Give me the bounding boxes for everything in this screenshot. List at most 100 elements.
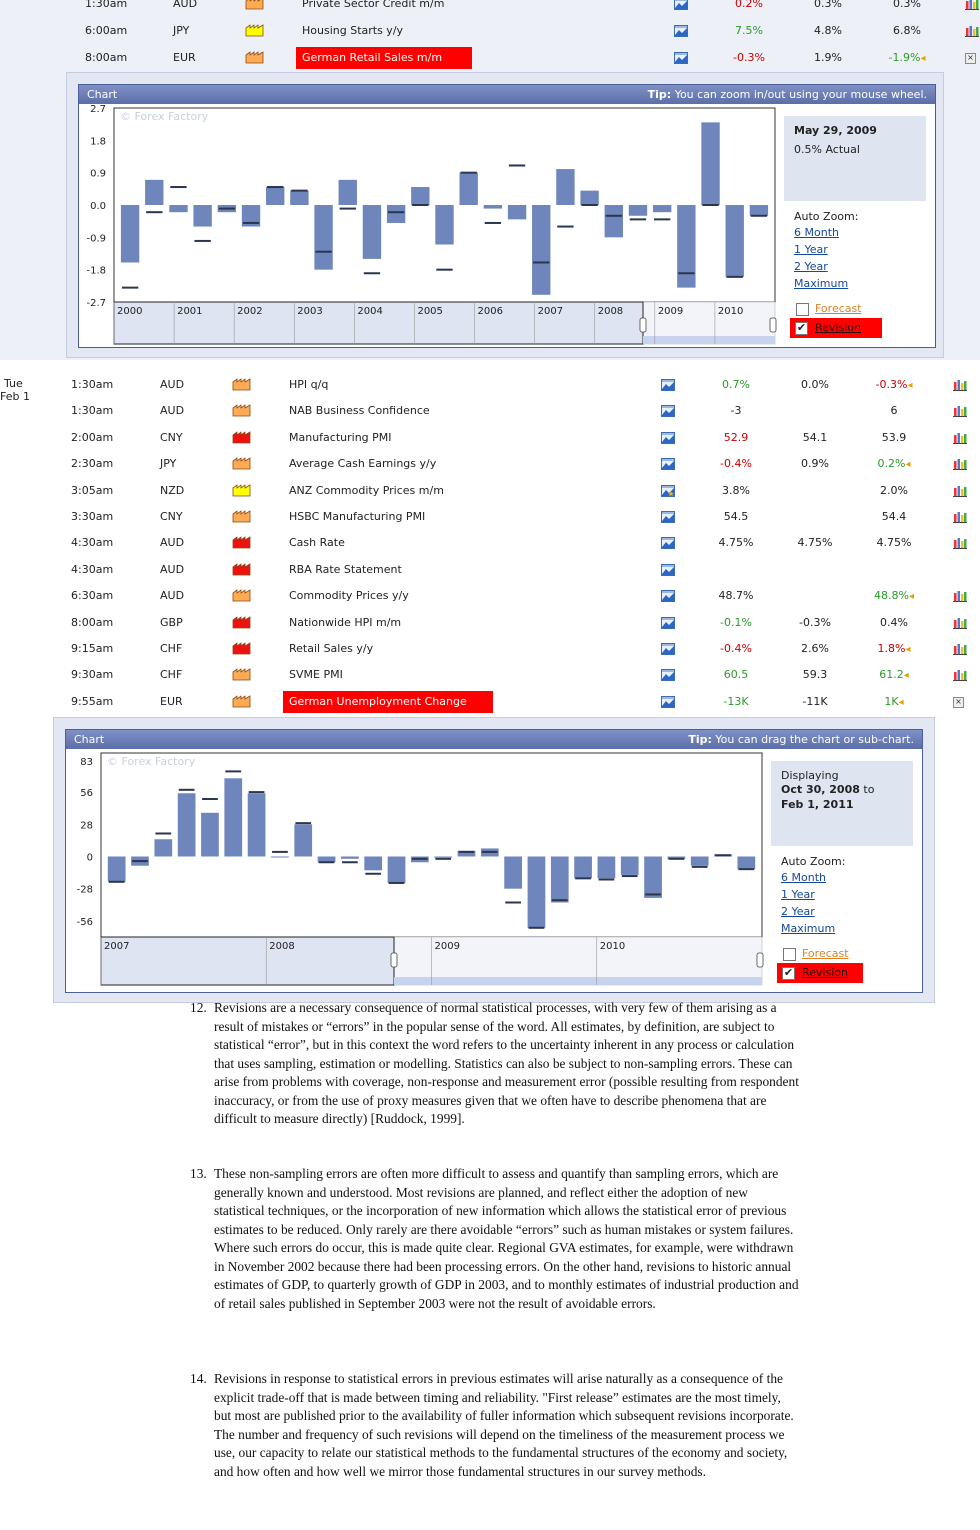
- chart-toggle-icon[interactable]: [953, 485, 967, 497]
- bar[interactable]: [435, 205, 454, 245]
- navigator-handle[interactable]: [756, 952, 764, 968]
- bar[interactable]: [532, 205, 551, 295]
- chart1-revision-checkbox[interactable]: ✔: [795, 321, 808, 335]
- bar[interactable]: [652, 205, 672, 213]
- bar[interactable]: [294, 824, 313, 857]
- chart1-forecast-checkbox[interactable]: [796, 303, 809, 316]
- navigator-handle[interactable]: [769, 317, 777, 333]
- event-details-icon[interactable]: [661, 379, 675, 391]
- bar[interactable]: [241, 205, 261, 227]
- event-details-icon[interactable]: [661, 484, 675, 497]
- chart-toggle-icon[interactable]: [953, 617, 967, 629]
- bar[interactable]: [364, 856, 383, 871]
- bar[interactable]: [386, 205, 406, 223]
- bar[interactable]: [604, 205, 623, 238]
- chart-toggle-icon[interactable]: [965, 0, 979, 10]
- bar[interactable]: [550, 856, 569, 903]
- bar[interactable]: [749, 205, 769, 216]
- chart-toggle-icon[interactable]: [953, 590, 967, 603]
- event-title[interactable]: German Unemployment Change: [283, 690, 493, 713]
- event-details-icon[interactable]: [674, 0, 688, 10]
- bar[interactable]: [341, 856, 359, 859]
- chart1-zoom-2year[interactable]: 2 Year: [794, 260, 828, 273]
- bar[interactable]: [507, 205, 527, 220]
- chart-toggle-icon[interactable]: [953, 458, 967, 471]
- calendar-row[interactable]: 3:05am NZD ANZ Commodity Prices m/m 3.8% 2.0…: [0, 480, 980, 506]
- event-title[interactable]: Housing Starts y/y: [302, 24, 404, 37]
- event-title[interactable]: Nationwide HPI m/m: [289, 615, 402, 629]
- bar[interactable]: [201, 812, 219, 857]
- event-details-icon[interactable]: [661, 616, 675, 629]
- calendar-row[interactable]: 2:00am CNY Manufacturing PMI 52.9 54.1 53.9: [0, 427, 980, 453]
- chart1-zoom-1year[interactable]: 1 Year: [794, 243, 828, 256]
- calendar-row[interactable]: 2:30am JPY Average Cash Earnings y/y -0.4% 0…: [0, 453, 980, 479]
- event-details-icon[interactable]: [674, 25, 688, 37]
- bar[interactable]: [290, 190, 309, 205]
- bar[interactable]: [690, 856, 709, 866]
- bar[interactable]: [145, 179, 164, 205]
- revision-marker-icon[interactable]: ◂: [905, 644, 911, 655]
- chart-toggle-icon[interactable]: [953, 379, 967, 391]
- bar[interactable]: [677, 205, 696, 288]
- event-details-icon[interactable]: [661, 643, 675, 655]
- revision-marker-icon[interactable]: ◂: [903, 670, 909, 682]
- event-title[interactable]: RBA Rate Statement: [289, 562, 402, 576]
- chart-toggle-icon[interactable]: [953, 537, 967, 550]
- bar[interactable]: [271, 856, 289, 858]
- bar[interactable]: [169, 205, 188, 213]
- bar[interactable]: [193, 205, 212, 227]
- chart-toggle-icon[interactable]: [953, 432, 967, 444]
- chart1-plot[interactable]: © Forex Factory 2.7 1.8 0.9 0.0 -0.9 -1.8 -2.7 2…: [79, 104, 779, 347]
- event-details-icon[interactable]: [661, 669, 675, 682]
- calendar-row[interactable]: 6:30am AUD Commodity Prices y/y 48.7% 48.8%◂: [0, 585, 980, 611]
- chart-toggle-icon[interactable]: [953, 511, 967, 523]
- event-title[interactable]: NAB Business Confidence: [289, 404, 430, 418]
- event-title[interactable]: HPI q/q: [289, 378, 329, 391]
- bar[interactable]: [434, 856, 453, 858]
- bar[interactable]: [620, 856, 639, 875]
- chart-toggle-icon[interactable]: [965, 25, 979, 37]
- bar[interactable]: [725, 205, 744, 277]
- calendar-row[interactable]: 9:55am EUR German Unemployment Change -13K -…: [0, 690, 980, 717]
- chart2-zoom-2year[interactable]: 2 Year: [781, 905, 815, 918]
- bar[interactable]: [411, 187, 430, 205]
- calendar-row[interactable]: 1:30am AUD HPI q/q 0.7% 0.0% -0.3%◂: [0, 374, 980, 400]
- event-details-icon[interactable]: [661, 537, 675, 550]
- event-title[interactable]: HSBC Manufacturing PMI: [289, 510, 426, 523]
- navigator-handle[interactable]: [639, 317, 647, 333]
- event-title[interactable]: ANZ Commodity Prices m/m: [289, 483, 444, 497]
- revision-marker-icon[interactable]: ◂: [905, 459, 911, 471]
- bar[interactable]: [527, 856, 546, 928]
- revision-marker-icon[interactable]: ◂: [898, 696, 904, 708]
- bar[interactable]: [483, 205, 503, 209]
- bar[interactable]: [459, 172, 478, 205]
- event-title[interactable]: German Retail Sales m/m: [296, 47, 472, 69]
- bar[interactable]: [701, 122, 720, 205]
- bar[interactable]: [362, 205, 382, 259]
- bar[interactable]: [556, 169, 575, 205]
- revision-marker-icon[interactable]: ◂: [908, 591, 914, 603]
- bar[interactable]: [314, 205, 333, 270]
- event-title[interactable]: SVME PMI: [289, 668, 343, 682]
- bar[interactable]: [120, 205, 140, 263]
- calendar-row[interactable]: 9:30am CHF SVME PMI 60.5 59.3 61.2◂: [0, 664, 980, 690]
- event-details-icon[interactable]: [661, 590, 675, 603]
- chart-toggle-icon[interactable]: [953, 405, 967, 418]
- event-title[interactable]: Average Cash Earnings y/y: [289, 457, 437, 471]
- bar[interactable]: [580, 190, 599, 205]
- calendar-row[interactable]: 8:00am GBP Nationwide HPI m/m -0.1% -0.3% 0.4…: [0, 612, 980, 638]
- event-details-icon[interactable]: [674, 52, 688, 64]
- calendar-row[interactable]: 4:30am AUD RBA Rate Statement: [0, 559, 980, 585]
- bar[interactable]: [628, 205, 648, 216]
- bar[interactable]: [737, 856, 756, 870]
- bar[interactable]: [338, 179, 357, 205]
- navigator-scrollbar[interactable]: [394, 977, 762, 985]
- navigator-scrollbar[interactable]: [643, 336, 775, 344]
- event-title[interactable]: Cash Rate: [289, 536, 345, 550]
- calendar-row[interactable]: 1:30am AUD Private Sector Credit m/m 0.2% 0.…: [0, 0, 980, 19]
- bar[interactable]: [644, 856, 662, 898]
- chart1-zoom-maximum[interactable]: Maximum: [794, 277, 849, 290]
- bar[interactable]: [457, 850, 476, 857]
- bar[interactable]: [266, 187, 285, 205]
- navigator-handle[interactable]: [390, 952, 398, 968]
